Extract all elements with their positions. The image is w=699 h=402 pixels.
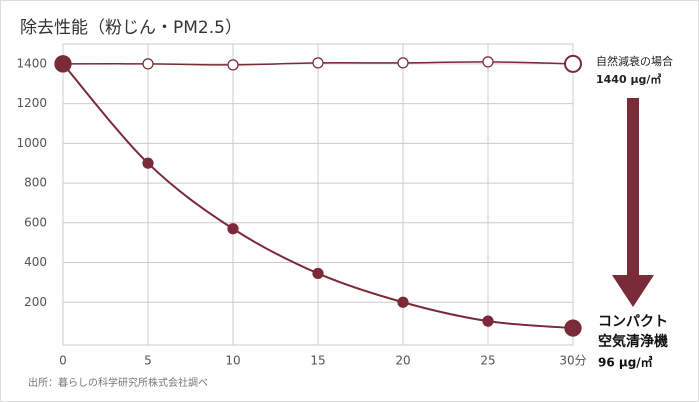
data-point [54,55,72,73]
data-point [397,296,409,308]
x-tick-label: 15 [310,354,325,368]
y-tick-label: 400 [24,255,47,269]
source: 出所：暮らしの科学研究所株式会社調べ [28,376,208,389]
data-point [227,59,239,71]
data-point [142,157,154,169]
x-tick-label: 25 [480,354,495,368]
x-tick-label: 10 [225,354,240,368]
data-point [482,315,494,327]
annotation: 自然減衰の場合 [596,54,673,68]
y-tick-label: 1000 [16,136,47,150]
data-point [564,319,582,337]
data-point [227,223,239,235]
annotation: 1440 μg/㎥ [596,72,661,86]
y-tick-label: 200 [24,295,47,309]
annotation: コンパクト [598,314,668,330]
y-tick-label: 800 [24,176,47,190]
chart-title: 除去性能（粉じん・PM2.5） [20,18,242,38]
x-tick-label: 5 [144,354,152,368]
data-point [312,267,324,280]
annotation: 空気清浄機 [598,333,668,350]
x-tick-label: 0 [59,354,67,368]
data-point [482,56,494,68]
y-tick-label: 600 [24,215,47,229]
data-point [312,57,324,69]
reduction-arrow [612,98,654,307]
y-tick-label: 1200 [16,96,47,110]
y-tick-label: 1400 [16,56,47,70]
annotation: 96 μg/㎥ [598,355,653,370]
x-tick-label: 20 [395,354,410,368]
data-point [397,57,409,69]
data-point [564,54,582,73]
x-tick-label: 30分 [559,354,586,368]
data-point [142,58,154,70]
